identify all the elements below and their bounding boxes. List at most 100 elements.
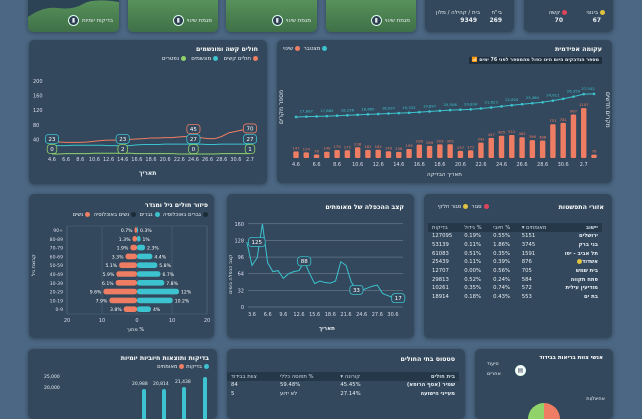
- kpi-label: מגמת שינוי: [384, 17, 410, 24]
- x-tick: 20.6: [160, 157, 171, 163]
- x-tick: 22.6: [174, 157, 185, 163]
- bar-label: 398: [529, 134, 537, 139]
- column-header[interactable]: קורונה ▾: [336, 372, 378, 381]
- y-tick: 96: [238, 255, 244, 261]
- column-header[interactable]: בית חולים: [377, 372, 459, 381]
- table-row[interactable]: מעייני הישועה 27.14% לא ידוע 5: [227, 390, 459, 399]
- line-point: [459, 108, 462, 112]
- bar-label: 182: [375, 144, 383, 149]
- cell: 1591: [521, 250, 536, 257]
- legend-men[interactable]: גברים: [139, 212, 153, 218]
- x-tick: 6.6: [313, 162, 321, 168]
- legend-dot-icon: [295, 46, 301, 51]
- legend-severe[interactable]: חולים קשים: [223, 56, 251, 62]
- bar-label: 781: [560, 117, 568, 122]
- legend-change[interactable]: שינוי: [283, 46, 294, 52]
- cell: מעייני הישועה: [420, 391, 455, 398]
- line-label: 18,665: [361, 106, 375, 111]
- kpi-card-trend-3[interactable]: מגמת שינוי ▮: [326, 0, 416, 32]
- legend-partial: סגור חלקי: [438, 204, 462, 210]
- age-group-label: 90+: [53, 228, 63, 234]
- line-point: [479, 107, 483, 110]
- table-row[interactable]: ירושלים 5151 0.55% 0.19% 127095: [428, 232, 602, 241]
- bar: [162, 389, 166, 419]
- data-label-box: [391, 293, 406, 304]
- legend-ventilated[interactable]: מונשמים: [191, 56, 212, 62]
- column-header[interactable]: בדיקות: [428, 223, 461, 232]
- x-tick: 15.6: [309, 312, 320, 318]
- cell: בית שמש: [575, 268, 598, 275]
- x-tick: 18.6: [325, 312, 336, 318]
- women-bar: [115, 280, 137, 286]
- column-header[interactable]: % גידול: [460, 223, 490, 232]
- doubling-rate-card: קצב ההכפלה של מאומתים 0 32 64 96 128 160 125 88…: [227, 194, 414, 338]
- data-label: 23: [49, 137, 56, 143]
- kpi-card-trend-1[interactable]: מגמת שינוי ▮: [128, 0, 218, 32]
- data-label: 17: [395, 296, 402, 302]
- line-label: 18,997: [382, 106, 396, 111]
- legend-men-pop[interactable]: גברים באוכלוסיה: [162, 212, 201, 218]
- women-bar: [134, 227, 137, 233]
- men-value: 10.2%: [175, 298, 190, 304]
- cities-table: יישוב מאומתים ▾% חיובי% גידול בדיקות ירושל…: [428, 223, 602, 302]
- line-label: 19,897: [423, 103, 437, 108]
- age-group-label: 20-29: [50, 290, 63, 296]
- line-point: [520, 102, 524, 106]
- x-tick: 20: [64, 318, 70, 324]
- table-row[interactable]: תל אביב - יפו 1591 0.35% 0.51% 61083: [428, 249, 602, 258]
- cell: 0.11%: [464, 242, 482, 249]
- data-label: 125: [252, 240, 263, 246]
- x-tick: 0: [135, 318, 138, 324]
- home-value: 9349: [460, 17, 477, 24]
- x-axis-label: תאריך: [319, 326, 335, 332]
- y-axis-label-right: מקרים חדשים: [604, 92, 611, 128]
- calendar-icon[interactable]: ▤: [515, 365, 526, 376]
- column-header[interactable]: % תפוסה כללי: [276, 372, 337, 381]
- legend-tests[interactable]: בדיקות: [186, 364, 202, 370]
- data-label: 2: [121, 147, 125, 153]
- kpi-card-trend-2[interactable]: מגמת שינוי ▮: [226, 0, 317, 32]
- cell: 5: [231, 391, 235, 398]
- x-tick: 28.6: [537, 162, 548, 168]
- bar: [560, 122, 566, 158]
- column-header[interactable]: % חיובי: [489, 223, 518, 232]
- men-value: 4.4%: [154, 254, 166, 260]
- women-value: 5.1%: [105, 263, 117, 269]
- men-value: 2.3%: [147, 246, 159, 252]
- bar-label: 78: [314, 148, 319, 153]
- legend-confirmed[interactable]: מאומתים: [157, 364, 178, 370]
- line-point: [407, 111, 411, 115]
- severe-value: 70: [554, 17, 563, 24]
- bar-label: 447: [488, 132, 496, 137]
- bar-chart-icon: ▮: [172, 15, 184, 26]
- cell: 10261: [432, 285, 449, 292]
- x-tick: 18.6: [434, 162, 445, 168]
- legend-cumulative[interactable]: מצטבר: [303, 46, 321, 52]
- legend-women[interactable]: נשים: [72, 212, 84, 218]
- line-point: [387, 112, 390, 115]
- bar-label: 179: [333, 144, 341, 149]
- table-row[interactable]: בית שמש 705 0.56% 0.00% 12707: [428, 267, 602, 276]
- legend-women-pop[interactable]: נשים באוכלוסיה: [93, 212, 130, 218]
- table-header-row: יישוב מאומתים ▾% חיובי% גידול בדיקות: [428, 223, 602, 232]
- table-row[interactable]: שמיר (אסף הרופא) 45.45% 59.48% 84: [227, 381, 459, 390]
- table-row[interactable]: מודיעין עילית 572 0.74% 0.35% 10261: [428, 284, 602, 293]
- men-bar: [137, 271, 161, 277]
- x-tick: 8.6: [333, 162, 341, 168]
- y-tick: 160: [234, 222, 244, 228]
- data-label-box: [242, 123, 257, 134]
- table-row[interactable]: פתח תקווה 584 0.24% 0.52% 29813: [428, 275, 602, 284]
- kpi-card-daily-tests[interactable]: בדיקות יומיות ▮: [28, 0, 119, 32]
- column-header[interactable]: צוות בבידוד: [227, 372, 277, 381]
- column-header[interactable]: מאומתים ▾: [517, 223, 555, 232]
- column-header[interactable]: יישוב: [554, 223, 602, 232]
- table-row[interactable]: בת ים 553 0.43% 0.18% 18914: [428, 293, 602, 302]
- line-point: [356, 113, 359, 117]
- data-label-box: [247, 237, 266, 247]
- bar-chart-icon: ▮: [271, 15, 283, 26]
- table-row[interactable]: אשדוד 876 0.39% 0.11% 25439: [428, 258, 602, 267]
- legend-dot-icon: [131, 212, 137, 217]
- table-row[interactable]: בני ברק 3745 1.86% 0.11% 53139: [428, 241, 602, 250]
- legend-deceased[interactable]: נפטרים: [161, 56, 180, 62]
- line-label: 20,834: [464, 101, 478, 106]
